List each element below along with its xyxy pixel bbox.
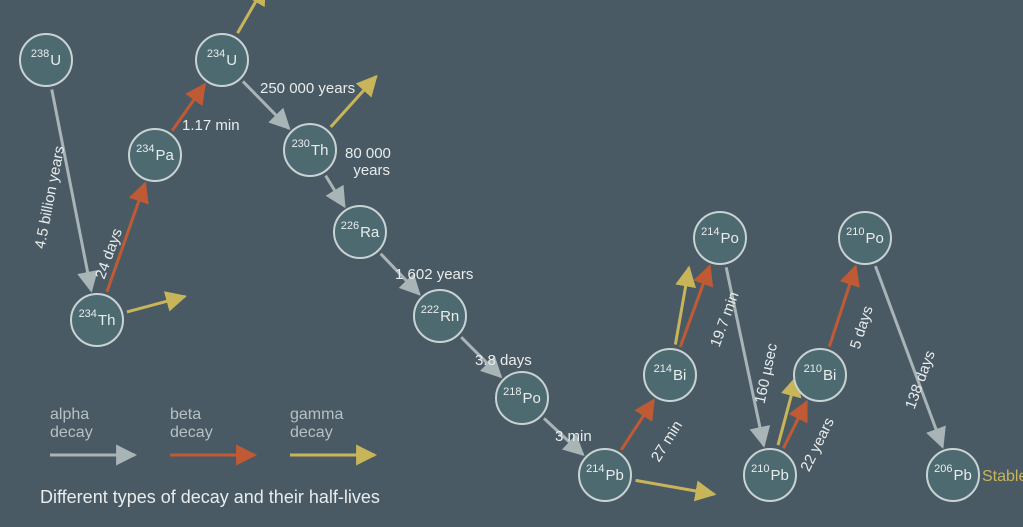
isotope-label: 234U [207, 53, 237, 68]
isotope-label: 210Bi [804, 368, 837, 383]
isotope-label: 238U [31, 53, 61, 68]
isotope-th230: 230Th [283, 123, 337, 177]
halflife-th230-ra226: 80 000 years [345, 145, 391, 179]
isotope-label: 214Pb [586, 468, 624, 483]
edge-pb214-bi214 [621, 400, 653, 450]
legend-title: Different types of decay and their half-… [40, 487, 380, 508]
isotope-po218: 218Po [495, 371, 549, 425]
isotope-u234: 234U [195, 33, 249, 87]
isotope-ra226: 226Ra [333, 205, 387, 259]
legend-item-gamma: gammadecay [290, 406, 343, 443]
isotope-u238: 238U [19, 33, 73, 87]
isotope-po210: 210Po [838, 211, 892, 265]
halflife-ra226-rn222: 1 602 years [395, 266, 473, 283]
isotope-rn222: 222Rn [413, 289, 467, 343]
gamma-offshoot-pb214 [636, 480, 715, 494]
isotope-label: 214Po [701, 231, 739, 246]
isotope-pb206: 206Pb [926, 448, 980, 502]
halflife-pa234-u234: 1.17 min [182, 117, 240, 134]
isotope-label: 218Po [503, 391, 541, 406]
isotope-label: 226Ra [341, 225, 380, 240]
isotope-label: 210Pb [751, 468, 789, 483]
edge-th230-ra226 [326, 176, 345, 207]
isotope-pa234: 234Pa [128, 128, 182, 182]
stable-label: Stable [982, 468, 1023, 486]
isotope-th234: 234Th [70, 293, 124, 347]
isotope-label: 234Pa [136, 148, 174, 163]
isotope-label: 214Bi [654, 368, 687, 383]
isotope-bi214: 214Bi [643, 348, 697, 402]
legend-item-beta: betadecay [170, 406, 213, 443]
halflife-rn222-po218: 3.8 days [475, 352, 532, 369]
isotope-label: 210Po [846, 231, 884, 246]
legend-item-alpha: alphadecay [50, 406, 93, 443]
decay-chain-diagram: 238U 234Th 234Pa 234U 230Th 226Ra 222Rn 218Po 21… [0, 0, 1023, 527]
isotope-pb210: 210Pb [743, 448, 797, 502]
gamma-offshoot-pb210 [778, 377, 796, 445]
isotope-po214: 214Po [693, 211, 747, 265]
isotope-label: 222Rn [421, 309, 460, 324]
gamma-offshoot-u234 [238, 0, 266, 33]
isotope-bi210: 210Bi [793, 348, 847, 402]
isotope-pb214: 214Pb [578, 448, 632, 502]
isotope-label: 206Pb [934, 468, 972, 483]
edge-bi214-po214 [680, 266, 709, 347]
gamma-offshoot-th234 [127, 296, 185, 312]
isotope-label: 234Th [79, 313, 116, 328]
halflife-po218-pb214: 3 min [555, 428, 592, 445]
isotope-label: 230Th [292, 143, 329, 158]
halflife-u234-th230: 250 000 years [260, 80, 355, 97]
